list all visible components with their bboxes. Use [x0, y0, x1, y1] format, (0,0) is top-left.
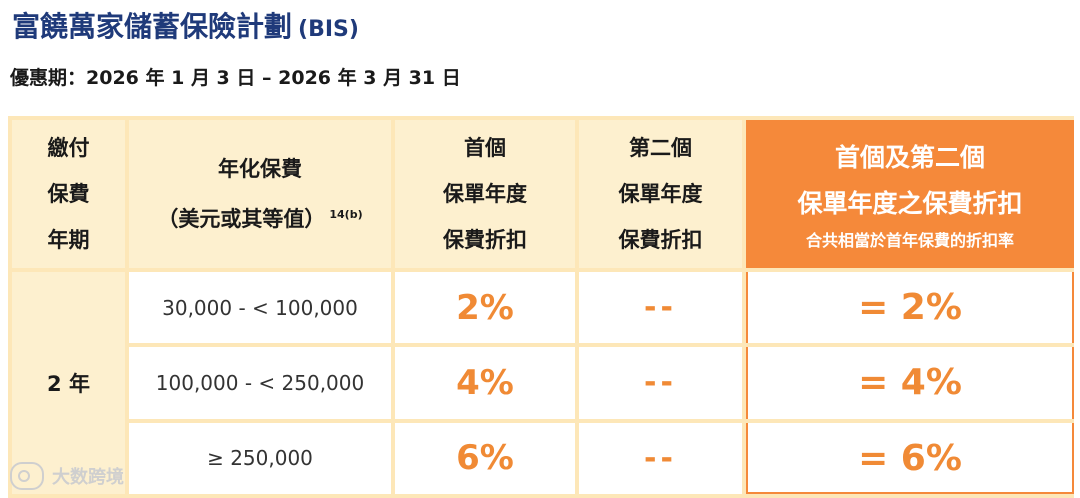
table-row: 100,000 - < 250,000 4% -- = 4% — [12, 347, 1074, 419]
header-line: 保單年度 — [618, 182, 703, 206]
header-first-year-discount: 首個 保單年度 保費折扣 — [395, 120, 575, 268]
header-line: 年期 — [47, 228, 90, 252]
watermark: 大数跨境 — [10, 462, 124, 490]
combined-discount-cell: = 6% — [746, 422, 1074, 494]
table-row: 2 年 30,000 - < 100,000 2% -- = 2% — [12, 272, 1074, 494]
combined-discount-cell: = 4% — [746, 347, 1074, 419]
header-combined-note: 合共相當於首年保費的折扣率 — [805, 231, 1014, 250]
header-line: （美元或其等值） 14(b) — [129, 192, 391, 242]
second-year-discount-cell: -- — [579, 272, 742, 344]
header-line: 保費折扣 — [443, 228, 527, 252]
header-second-year-discount: 第二個 保單年度 保費折扣 — [579, 120, 742, 268]
header-row: 繳付 保費 年期 年化保費 （美元或其等值） 14(b) 首個 保單年度 保費折扣… — [12, 120, 1074, 268]
combined-discount-cell: = 2% — [746, 272, 1074, 344]
header-line: 首個及第二個 — [834, 143, 985, 172]
discount-table-wrapper: 繳付 保費 年期 年化保費 （美元或其等值） 14(b) 首個 保單年度 保費折扣… — [8, 116, 1074, 498]
header-line: 保費折扣 — [618, 228, 703, 252]
first-year-discount-cell: 6% — [395, 422, 575, 494]
header-line: 第二個 — [629, 136, 692, 160]
watermark-text: 大数跨境 — [52, 467, 124, 488]
plan-name: 富饒萬家儲蓄保險計劃 — [12, 10, 293, 43]
header-line: 保單年度之保費折扣 — [797, 189, 1023, 218]
footnote-ref: 14(b) — [329, 208, 363, 221]
header-line: 首個 — [464, 136, 506, 160]
first-year-discount-cell: 2% — [395, 272, 575, 344]
header-line: 年化保費 — [218, 157, 302, 181]
table-row: ≥ 250,000 6% -- = 6% — [12, 422, 1074, 494]
second-year-discount-cell: -- — [579, 422, 742, 494]
header-annualized-premium: 年化保費 （美元或其等值） 14(b) — [129, 120, 391, 268]
premium-range-cell: 100,000 - < 250,000 — [129, 347, 391, 419]
premium-range-cell: ≥ 250,000 — [129, 422, 391, 494]
first-year-discount-cell: 4% — [395, 347, 575, 419]
plan-code: (BIS) — [298, 17, 359, 42]
promotion-period: 優惠期：2026 年 1 月 3 日 – 2026 年 3 月 31 日 — [10, 67, 461, 89]
page-title: 富饒萬家儲蓄保險計劃 (BIS) — [12, 8, 359, 49]
header-payment-term: 繳付 保費 年期 — [12, 120, 125, 268]
header-line: 保單年度 — [443, 182, 527, 206]
header-line: 保費 — [47, 182, 90, 206]
header-line-text: （美元或其等值） — [157, 207, 326, 231]
header-combined-discount: 首個及第二個 保單年度之保費折扣 合共相當於首年保費的折扣率 — [746, 120, 1074, 268]
payment-term-cell: 2 年 — [12, 272, 125, 494]
premium-range-cell: 30,000 - < 100,000 — [129, 272, 391, 344]
second-year-discount-cell: -- — [579, 347, 742, 419]
watermark-logo-icon — [10, 462, 44, 490]
header-line: 繳付 — [47, 136, 90, 160]
discount-table: 繳付 保費 年期 年化保費 （美元或其等值） 14(b) 首個 保單年度 保費折扣… — [8, 116, 1078, 498]
